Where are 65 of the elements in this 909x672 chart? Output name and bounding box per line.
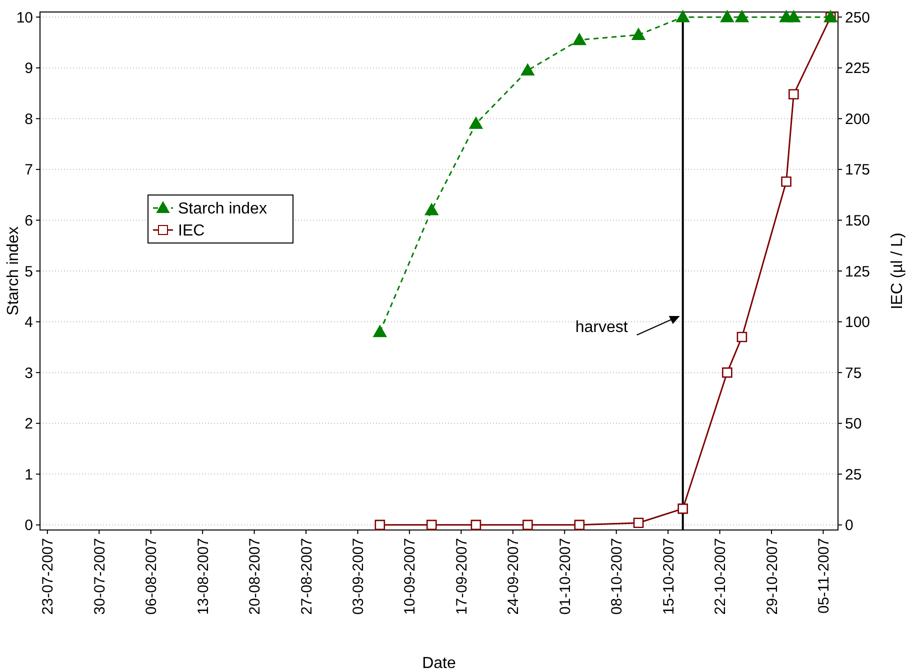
point <box>469 117 483 129</box>
y-tick-label: 4 <box>24 314 33 332</box>
y-tick-label: 3 <box>24 364 33 382</box>
point <box>720 10 734 22</box>
y-tick-label: 0 <box>24 517 33 534</box>
y2-tick-label: 50 <box>845 416 862 433</box>
y-tick-label: 7 <box>24 162 33 179</box>
point <box>678 504 688 514</box>
y-axis-title: Starch index <box>5 226 22 316</box>
x-tick-label: 22-10-2007 <box>712 538 730 615</box>
y-tick-label: 10 <box>16 9 33 26</box>
point <box>735 10 749 22</box>
x-tick-label: 29-10-2007 <box>764 538 781 615</box>
y2-tick-label: 0 <box>845 517 854 534</box>
y-tick-label: 9 <box>24 60 33 78</box>
y-tick-label: 2 <box>24 416 33 433</box>
x-tick-label: 05-11-2007 <box>815 538 832 614</box>
point <box>787 10 800 22</box>
x-tick-label: 10-09-2007 <box>402 538 419 615</box>
x-tick-label: 15-10-2007 <box>660 538 678 615</box>
y2-tick-label: 250 <box>845 9 870 26</box>
x-tick-label: 20-08-2007 <box>246 538 264 615</box>
point <box>788 89 799 100</box>
x-tick-label: 17-09-2007 <box>453 538 470 615</box>
point <box>633 518 644 528</box>
x-tick-label: 27-08-2007 <box>298 538 316 615</box>
y2-tick-label: 225 <box>845 60 870 78</box>
y2-tick-label: 125 <box>845 263 870 280</box>
y2-tick-label: 200 <box>845 110 870 128</box>
point <box>424 203 438 216</box>
point <box>373 325 387 338</box>
x-axis-title: Date <box>422 655 456 672</box>
y-tick-label: 5 <box>24 263 33 280</box>
y-tick-label: 8 <box>24 110 33 128</box>
point <box>676 10 690 22</box>
x-tick-label: 01-10-2007 <box>556 538 574 615</box>
x-tick-label: 03-09-2007 <box>350 538 367 615</box>
x-tick-label: 30-07-2007 <box>91 538 108 615</box>
point <box>572 33 586 46</box>
x-tick-label: 08-10-2007 <box>608 538 626 615</box>
y2-tick-label: 100 <box>845 314 870 332</box>
ref-line-label: harvest <box>575 319 628 336</box>
point <box>374 520 386 530</box>
x-tick-label: 24-09-2007 <box>505 538 522 615</box>
point <box>736 332 748 342</box>
point <box>781 176 792 187</box>
point <box>521 64 534 76</box>
legend-label: IEC <box>178 222 205 240</box>
x-tick-label: 06-08-2007 <box>143 538 160 615</box>
x-tick-label: 13-08-2007 <box>194 538 212 615</box>
y2-tick-label: 75 <box>845 364 862 382</box>
y2-axis-title: IEC (µl / L) <box>889 232 906 310</box>
point <box>522 520 533 530</box>
point <box>426 520 437 530</box>
point <box>722 367 732 378</box>
x-tick-label: 23-07-2007 <box>40 538 57 615</box>
y2-tick-label: 25 <box>845 466 862 484</box>
y2-tick-label: 150 <box>845 212 870 230</box>
y2-tick-label: 175 <box>845 162 870 179</box>
legend-label: Starch index <box>178 200 267 218</box>
point <box>632 28 646 40</box>
point <box>470 520 482 530</box>
y-tick-label: 1 <box>24 466 33 484</box>
y-tick-label: 6 <box>24 212 33 230</box>
point <box>574 520 585 530</box>
